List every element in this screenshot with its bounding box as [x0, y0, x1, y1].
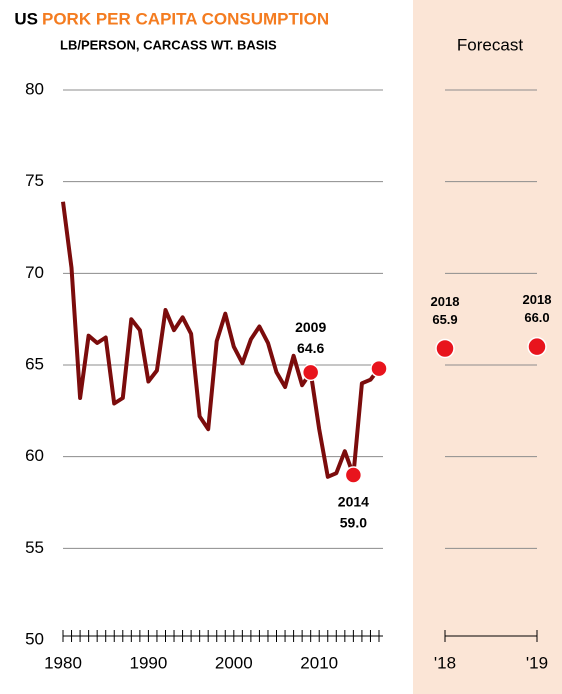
y-tick-label: 60 — [25, 446, 44, 465]
value-label: 65.9 — [432, 312, 457, 327]
x-tick-label: 1990 — [129, 653, 167, 672]
annotation-value: 64.6 — [297, 340, 324, 356]
point-label: 2018 — [523, 292, 552, 307]
x-tick-label: 2000 — [215, 653, 253, 672]
forecast-title: Forecast — [457, 35, 523, 54]
x-tick-label: '19 — [526, 653, 548, 672]
y-tick-label: 80 — [25, 79, 44, 98]
y-tick-label: 75 — [25, 171, 44, 190]
annotation-year: 2009 — [295, 319, 326, 335]
forecast-point — [527, 336, 547, 357]
y-tick-label: 50 — [25, 629, 44, 648]
point-label: 2018 — [431, 294, 460, 309]
value-label: 66.0 — [524, 310, 549, 325]
data-line — [61, 201, 381, 479]
annotation-year: 2014 — [338, 494, 369, 510]
highlight-point — [344, 466, 363, 484]
chart-title-prefix: US — [14, 9, 38, 28]
x-tick-label: '18 — [434, 653, 456, 672]
forecast-point — [435, 338, 455, 359]
y-tick-label: 70 — [25, 263, 44, 282]
x-tick-label: 2010 — [300, 653, 338, 672]
annotation-value: 59.0 — [340, 515, 367, 531]
chart-title: PORK PER CAPITA CONSUMPTION — [42, 9, 329, 28]
x-tick-label: 1980 — [44, 653, 82, 672]
highlight-point — [301, 363, 320, 382]
y-tick-label: 55 — [25, 538, 44, 557]
y-tick-label: 65 — [25, 354, 44, 373]
highlight-point — [370, 359, 388, 378]
chart-subtitle: LB/PERSON, CARCASS WT. BASIS — [60, 37, 277, 52]
